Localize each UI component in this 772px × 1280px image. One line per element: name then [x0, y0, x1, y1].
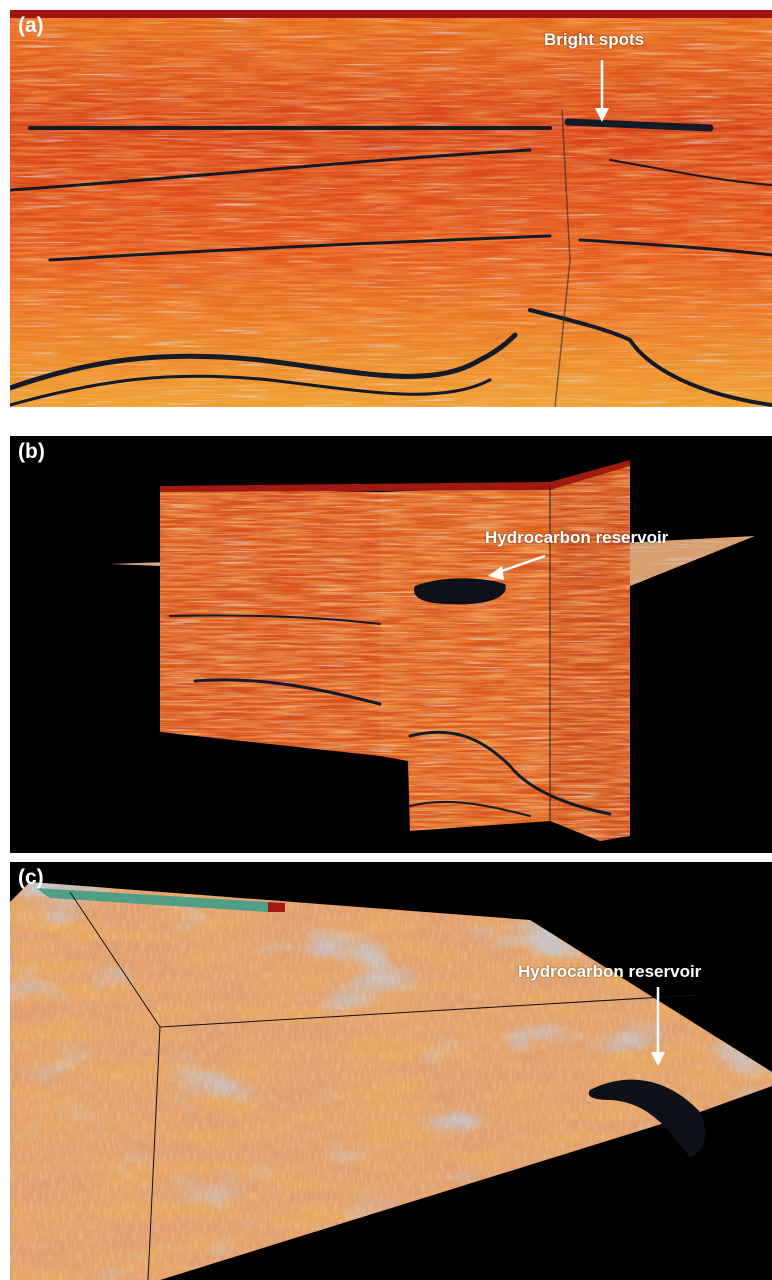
- seismic-section-panel-a: (a) Bright spots: [10, 10, 772, 407]
- seismic-cube-panel-b: (b) Hydrocarbon reservoir: [10, 436, 772, 853]
- hydrocarbon-reservoir-annotation-b: Hydrocarbon reservoir: [485, 528, 669, 547]
- panel-label-a: (a): [18, 14, 44, 37]
- horizon-slice-panel-c: (c) Hydrocarbon reservoir: [10, 862, 772, 1280]
- horizon-slice-image: [10, 882, 772, 1280]
- seismic-cube-image: [110, 460, 755, 841]
- panel-label-c: (c): [18, 866, 44, 889]
- hydrocarbon-reservoir-annotation-c: Hydrocarbon reservoir: [518, 962, 702, 981]
- panel-label-b: (b): [18, 440, 45, 463]
- seismic-section-image: [10, 10, 772, 407]
- bright-spots-annotation: Bright spots: [544, 30, 645, 49]
